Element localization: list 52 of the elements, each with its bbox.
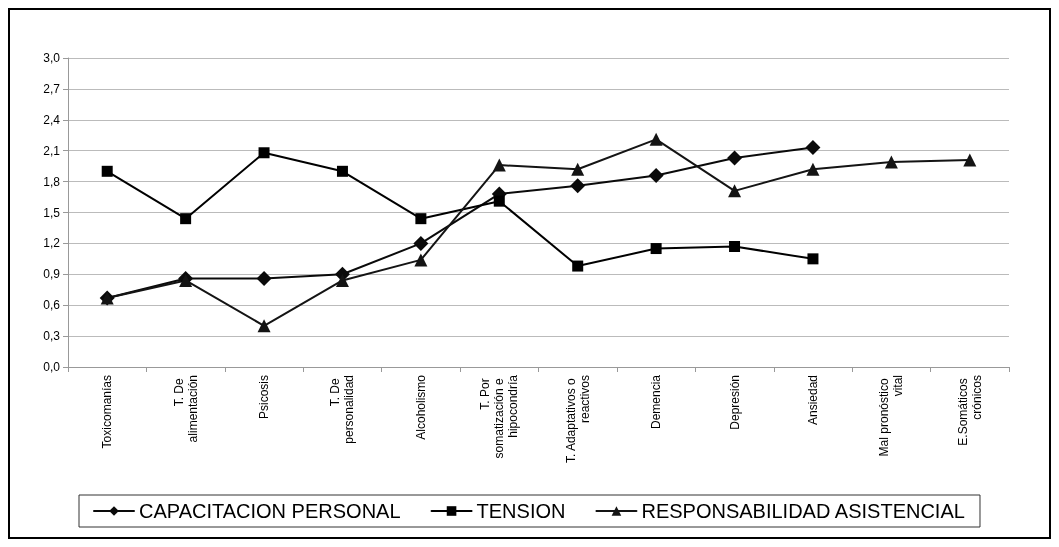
point <box>728 184 742 198</box>
point <box>963 153 977 167</box>
point <box>805 140 821 156</box>
x-tick-label: T. Adaptativos o reactivos <box>563 375 592 464</box>
point <box>649 132 663 146</box>
point <box>180 213 192 225</box>
point <box>650 243 662 255</box>
point <box>336 165 348 177</box>
x-tick-label: Psicosis <box>257 375 272 420</box>
y-tick-label: 0,9 <box>43 267 61 282</box>
x-tick-label: Toxicomanías <box>100 375 115 449</box>
x-tick-label: Ansiedad <box>805 375 820 426</box>
x-tick-label: E.Somáticos crónicos <box>955 375 984 446</box>
y-tick-label: 2,7 <box>43 81 61 96</box>
point <box>570 178 586 194</box>
point <box>493 195 505 207</box>
legend-label: RESPONSABILIDAD ASISTENCIAL <box>641 500 965 522</box>
legend-label: CAPACITACION PERSONAL <box>139 500 401 522</box>
point <box>335 273 349 287</box>
point <box>101 165 113 177</box>
y-tick-label: 3,0 <box>43 51 61 65</box>
x-tick-label: Alcoholismo <box>413 374 428 440</box>
y-tick-label: 1,8 <box>43 174 61 189</box>
point <box>648 167 664 183</box>
y-tick-label: 0,6 <box>43 298 61 313</box>
point <box>884 155 898 169</box>
point <box>256 270 272 286</box>
point <box>572 260 584 272</box>
point <box>807 253 819 265</box>
legend-label: TENSION <box>476 500 566 522</box>
x-tick-label: T. De alimentación <box>171 375 200 443</box>
y-tick-label: 0,3 <box>43 329 61 344</box>
x-tick-label: T. De personalidad <box>328 375 357 444</box>
point <box>727 150 743 166</box>
y-tick-label: 2,4 <box>43 112 61 127</box>
point <box>414 253 428 267</box>
x-tick-label: Mal pronóstico vital <box>877 375 906 457</box>
y-tick-label: 1,5 <box>43 205 61 220</box>
point <box>492 158 506 172</box>
point <box>257 319 271 333</box>
x-tick-label: T. Por somatización e hipocondría <box>478 374 521 459</box>
x-tick-label: Demencia <box>649 374 664 430</box>
point <box>806 162 820 176</box>
y-tick-label: 2,1 <box>43 143 61 158</box>
point <box>415 213 427 225</box>
y-tick-label: 1,2 <box>43 236 61 251</box>
point <box>258 147 270 159</box>
x-tick-label: Depresión <box>727 375 742 430</box>
point <box>729 240 741 252</box>
point <box>413 235 429 251</box>
y-tick-label: 0,0 <box>43 360 61 374</box>
point <box>571 162 585 176</box>
